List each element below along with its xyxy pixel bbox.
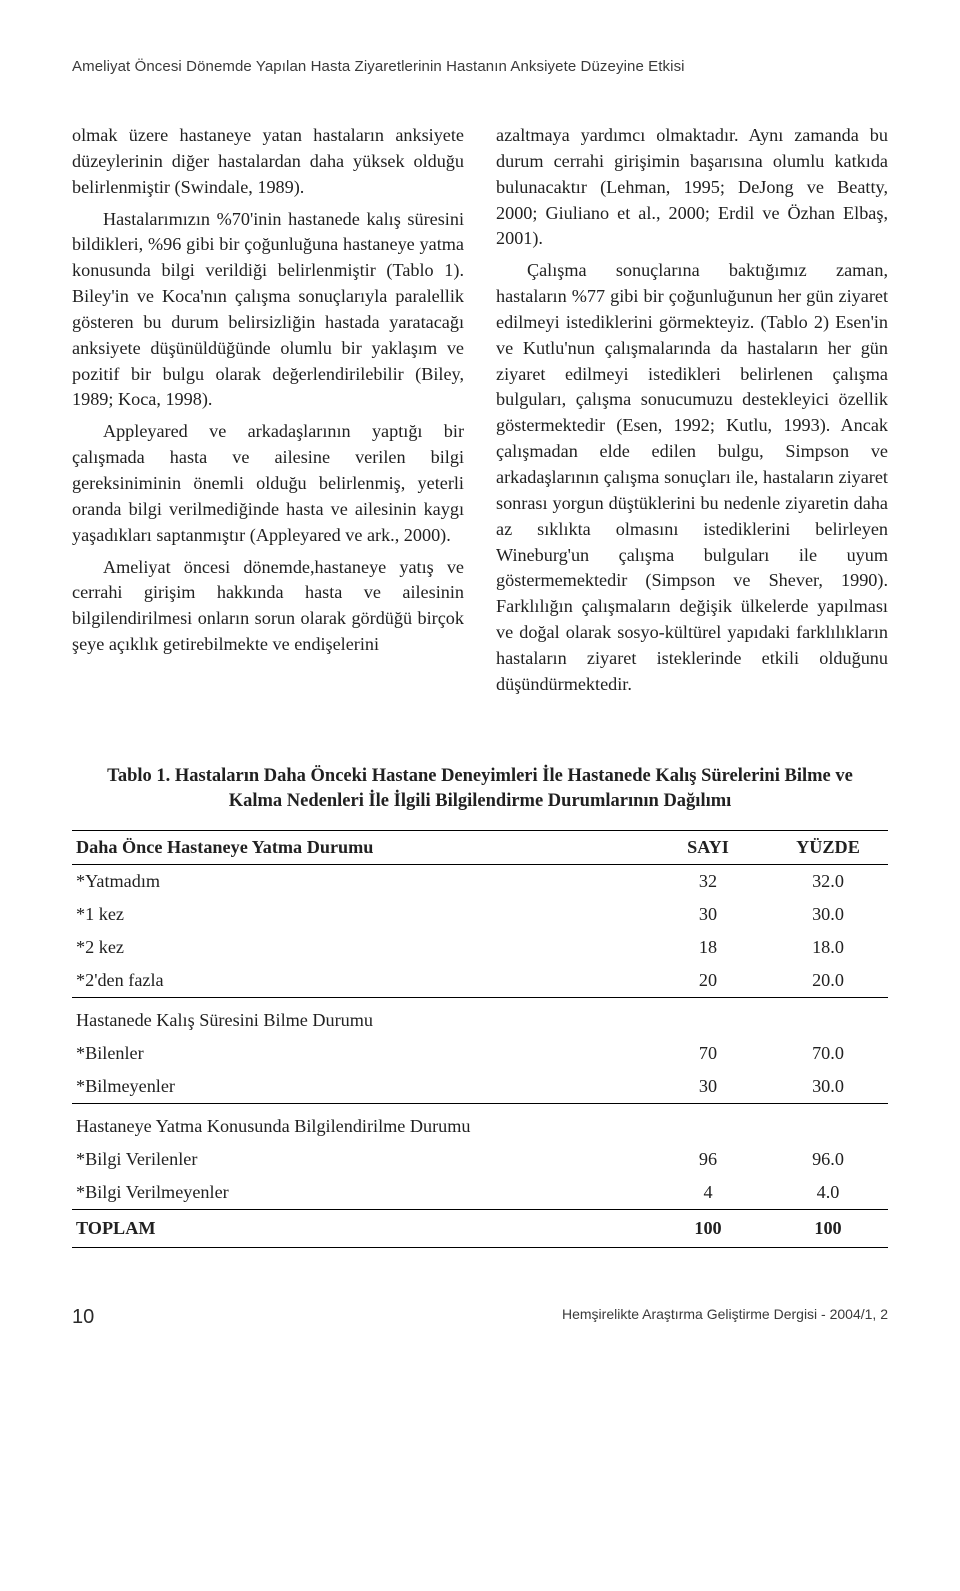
right-column: azaltmaya yardımcı olmaktadır. Aynı zama… — [496, 123, 888, 704]
row-count: 30 — [648, 1070, 768, 1103]
row-pct: 96.0 — [768, 1143, 888, 1176]
row-pct: 30.0 — [768, 1070, 888, 1103]
table-row: *2 kez 18 18.0 — [72, 931, 888, 964]
body-paragraph: Çalışma sonuçlarına baktığımız zaman, ha… — [496, 258, 888, 697]
row-count: 32 — [648, 864, 768, 898]
row-count: 96 — [648, 1143, 768, 1176]
page-footer: 10 Hemşirelikte Araştırma Geliştirme Der… — [72, 1306, 888, 1329]
table-row: *Bilmeyenler 30 30.0 — [72, 1070, 888, 1103]
row-count: 18 — [648, 931, 768, 964]
row-count: 20 — [648, 964, 768, 997]
row-label: *Bilenler — [72, 1037, 648, 1070]
row-count: 30 — [648, 898, 768, 931]
section-label: Hastaneye Yatma Konusunda Bilgilendirilm… — [72, 1103, 648, 1143]
body-paragraph: olmak üzere hastaneye yatan hastaların a… — [72, 123, 464, 201]
row-label: *Bilgi Verilmeyenler — [72, 1176, 648, 1210]
body-paragraph: azaltmaya yardımcı olmaktadır. Aynı zama… — [496, 123, 888, 252]
row-pct: 4.0 — [768, 1176, 888, 1210]
table-section-header: Hastaneye Yatma Konusunda Bilgilendirilm… — [72, 1103, 888, 1143]
body-paragraph: Hastalarımızın %70'inin hastanede kalış … — [72, 207, 464, 414]
table-row: *Bilgi Verilenler 96 96.0 — [72, 1143, 888, 1176]
running-head: Ameliyat Öncesi Dönemde Yapılan Hasta Zi… — [72, 58, 888, 75]
journal-info: Hemşirelikte Araştırma Geliştirme Dergis… — [562, 1306, 888, 1329]
table-body: *Yatmadım 32 32.0 *1 kez 30 30.0 *2 kez … — [72, 864, 888, 1209]
row-pct: 70.0 — [768, 1037, 888, 1070]
col-header-pct: YÜZDE — [768, 830, 888, 864]
row-label: *Bilmeyenler — [72, 1070, 648, 1103]
table-row: *Yatmadım 32 32.0 — [72, 864, 888, 898]
row-count: 70 — [648, 1037, 768, 1070]
table-row: *1 kez 30 30.0 — [72, 898, 888, 931]
row-pct: 30.0 — [768, 898, 888, 931]
row-pct: 32.0 — [768, 864, 888, 898]
table-row: *Bilenler 70 70.0 — [72, 1037, 888, 1070]
row-label: *2'den fazla — [72, 964, 648, 997]
col-header-label: Daha Önce Hastaneye Yatma Durumu — [72, 830, 648, 864]
section-label: Hastanede Kalış Süresini Bilme Durumu — [72, 997, 648, 1037]
footer-count: 100 — [648, 1209, 768, 1247]
left-column: olmak üzere hastaneye yatan hastaların a… — [72, 123, 464, 704]
row-pct: 20.0 — [768, 964, 888, 997]
row-label: *1 kez — [72, 898, 648, 931]
table-row: *Bilgi Verilmeyenler 4 4.0 — [72, 1176, 888, 1210]
table-1: Daha Önce Hastaneye Yatma Durumu SAYI YÜ… — [72, 830, 888, 1248]
row-count: 4 — [648, 1176, 768, 1210]
table-row: *2'den fazla 20 20.0 — [72, 964, 888, 997]
col-header-count: SAYI — [648, 830, 768, 864]
table-section-header: Hastanede Kalış Süresini Bilme Durumu — [72, 997, 888, 1037]
page-number: 10 — [72, 1306, 94, 1329]
row-label: *Bilgi Verilenler — [72, 1143, 648, 1176]
body-paragraph: Appleyared ve arkadaşlarının yaptığı bir… — [72, 419, 464, 548]
row-pct: 18.0 — [768, 931, 888, 964]
table-caption: Tablo 1. Hastaların Daha Önceki Hastane … — [100, 764, 860, 814]
row-label: *Yatmadım — [72, 864, 648, 898]
body-paragraph: Ameliyat öncesi dönemde,hastaneye yatış … — [72, 555, 464, 658]
table-footer-row: TOPLAM 100 100 — [72, 1209, 888, 1247]
footer-label: TOPLAM — [72, 1209, 648, 1247]
table-header-row: Daha Önce Hastaneye Yatma Durumu SAYI YÜ… — [72, 830, 888, 864]
row-label: *2 kez — [72, 931, 648, 964]
footer-pct: 100 — [768, 1209, 888, 1247]
two-column-body: olmak üzere hastaneye yatan hastaların a… — [72, 123, 888, 704]
